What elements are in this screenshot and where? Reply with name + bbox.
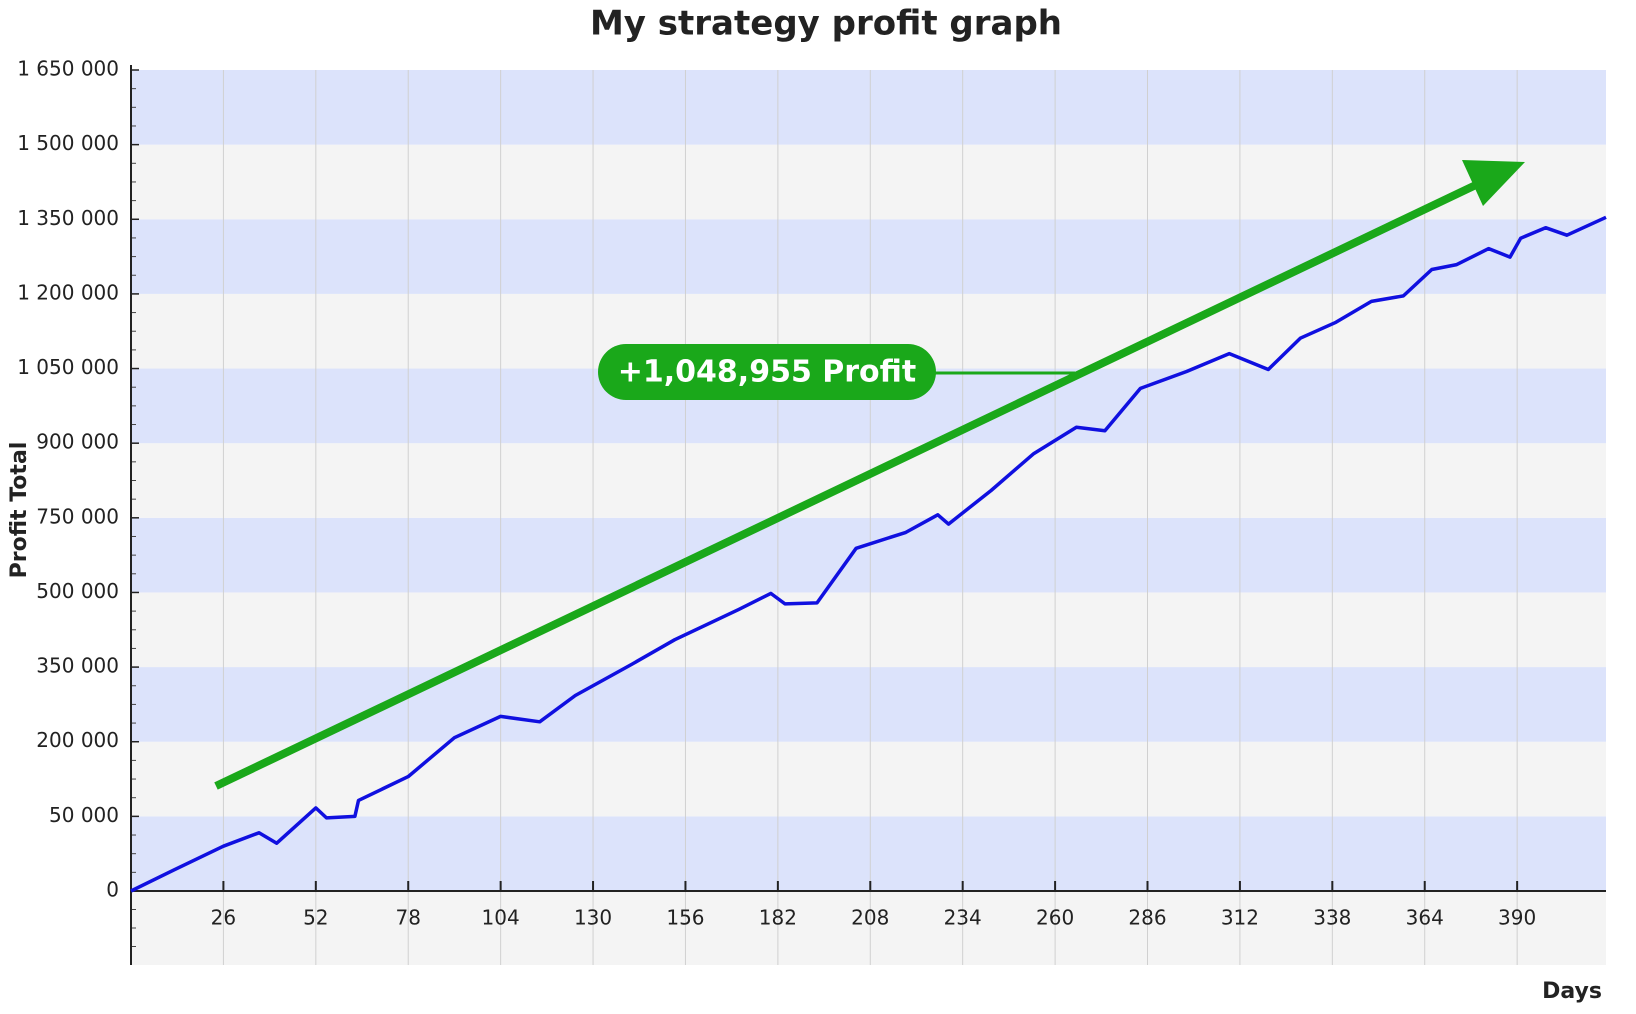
y-tick-label: 0 <box>106 878 119 902</box>
band <box>131 891 1606 965</box>
x-tick-label: 104 <box>482 906 520 930</box>
band <box>131 517 1606 593</box>
y-tick-label: 1 350 000 <box>17 206 119 230</box>
band <box>131 144 1606 220</box>
x-tick-label: 260 <box>1036 906 1074 930</box>
x-tick-label: 208 <box>851 906 889 930</box>
y-tick-label: 750 000 <box>36 504 119 528</box>
y-tick-label: 350 000 <box>36 654 119 678</box>
y-tick-label: 50 000 <box>49 803 119 827</box>
chart-title: My strategy profit graph <box>590 4 1062 44</box>
trend-arrowhead <box>1462 160 1525 206</box>
y-tick-label: 1 200 000 <box>17 280 119 304</box>
x-tick-label: 78 <box>396 906 421 930</box>
y-tick-label: 1 650 000 <box>17 57 119 81</box>
band <box>131 219 1606 294</box>
y-tick-label: 200 000 <box>36 728 119 752</box>
x-tick-label: 312 <box>1221 906 1259 930</box>
band <box>131 816 1606 891</box>
y-axis-label: Profit Total <box>7 442 32 579</box>
y-tick-label: 500 000 <box>36 579 119 603</box>
y-tick-label: 900 000 <box>36 430 119 454</box>
x-tick-label: 338 <box>1313 906 1351 930</box>
band <box>131 443 1606 518</box>
x-tick-label: 390 <box>1498 906 1536 930</box>
band <box>131 70 1606 145</box>
x-tick-label: 364 <box>1406 906 1444 930</box>
band <box>131 741 1606 817</box>
y-tick-label: 1 050 000 <box>17 355 119 379</box>
x-tick-label: 182 <box>759 906 797 930</box>
x-tick-label: 156 <box>666 906 704 930</box>
x-tick-label: 130 <box>574 906 612 930</box>
x-axis-label: Days <box>1542 979 1602 1004</box>
x-tick-label: 234 <box>944 906 982 930</box>
band <box>131 667 1606 742</box>
x-tick-label: 26 <box>211 906 236 930</box>
x-tick-label: 286 <box>1128 906 1166 930</box>
annotation: +1,048,955 Profit <box>618 355 916 390</box>
band <box>131 592 1606 668</box>
profit-line <box>130 215 1607 893</box>
annotation-pill <box>598 344 936 400</box>
trend-arrow <box>214 179 1482 790</box>
x-tick-label: 52 <box>303 906 328 930</box>
y-tick-label: 1 500 000 <box>17 131 119 155</box>
